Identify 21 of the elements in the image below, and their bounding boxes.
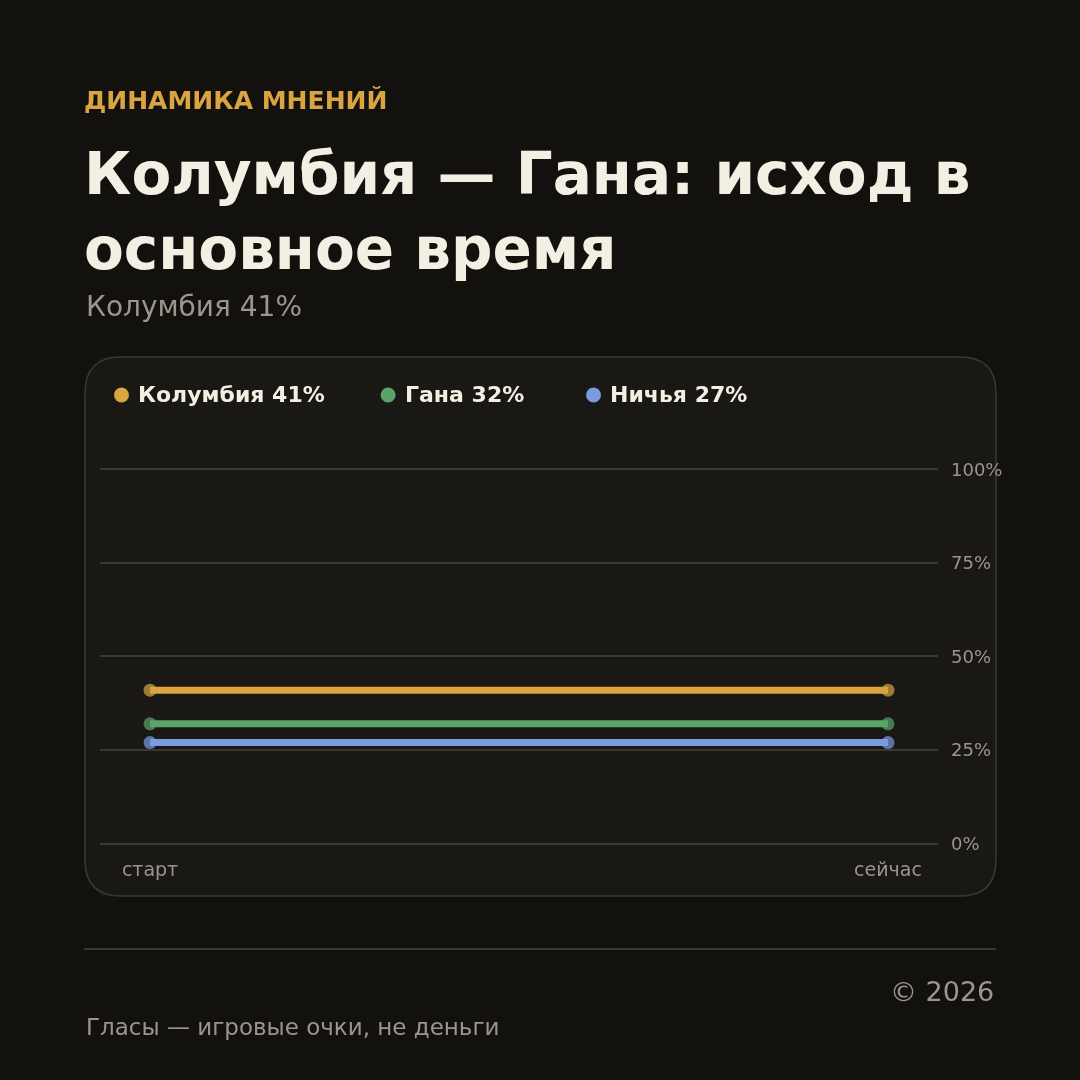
y-tick-label: 25% [951, 739, 992, 761]
y-tick-label: 75% [951, 552, 992, 574]
text: ДИНАМИКА МНЕНИЙ [84, 86, 388, 115]
point [881, 683, 895, 697]
point [143, 736, 157, 750]
legend-label: Колумбия 41% [138, 382, 325, 407]
legend-label: Ничья 27% [610, 382, 748, 407]
x-tick-label: старт [121, 858, 179, 880]
point [881, 736, 895, 750]
y-tick-label: 50% [951, 645, 992, 667]
x-tick-label: сейчас [854, 858, 922, 880]
chart-title: Колумбия — Гана: исход в основное время [84, 140, 971, 284]
y-tick-label: 100% [951, 458, 1003, 480]
chart-subtitle: Колумбия 41% [86, 290, 303, 323]
y-tick-label: 0% [951, 832, 980, 854]
point [143, 683, 157, 697]
text: Гласы — игровые очки, не деньги [86, 1014, 500, 1040]
point [881, 717, 895, 731]
text: © 2026 [890, 976, 995, 1007]
point [143, 717, 157, 731]
legend-label: Гана 32% [405, 382, 525, 407]
